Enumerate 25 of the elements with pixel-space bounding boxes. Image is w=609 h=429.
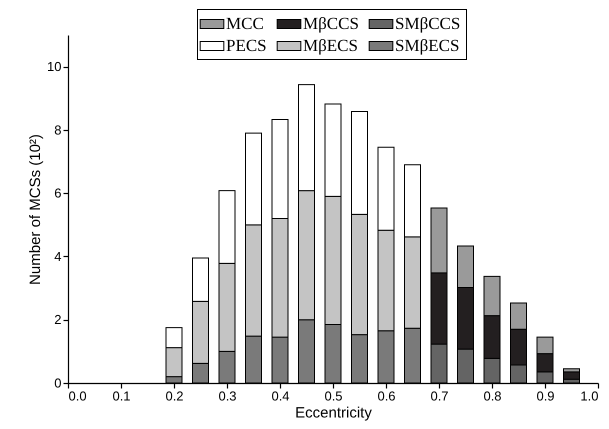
y-tick-label: 10 — [47, 59, 62, 74]
x-axis-title: Eccentricity — [295, 404, 372, 422]
x-tick-label: 0.1 — [112, 388, 131, 404]
legend-label: MβECS — [303, 36, 358, 55]
y-axis-title: Number of MCSs (10²) — [27, 134, 44, 285]
x-tick-label: 0.6 — [377, 388, 396, 404]
x-tick-label: 0.9 — [536, 388, 555, 404]
y-tick-label: 4 — [54, 248, 62, 264]
x-tick-label: 0.7 — [430, 388, 449, 404]
legend-label: MβCCS — [303, 14, 359, 33]
x-tick-label: 0.2 — [165, 388, 184, 404]
legend-label: SMβECS — [395, 36, 460, 55]
x-tick-label: 0.0 — [68, 388, 87, 404]
x-tick-label: 0.5 — [324, 388, 343, 404]
y-tick-label: 0 — [54, 376, 62, 390]
x-tick-label: 0.4 — [271, 388, 290, 404]
legend-label: PECS — [226, 36, 267, 55]
x-tick-label: 0.8 — [483, 388, 502, 404]
legend-label: SMβCCS — [395, 14, 460, 33]
y-tick-label: 8 — [54, 122, 62, 138]
y-tick-label: 6 — [54, 186, 62, 201]
x-tick-label: 0.3 — [218, 388, 237, 404]
x-tick-label: 1.0 — [580, 388, 598, 404]
y-tick-label: 2 — [54, 312, 62, 328]
legend-label: MCC — [226, 14, 264, 33]
